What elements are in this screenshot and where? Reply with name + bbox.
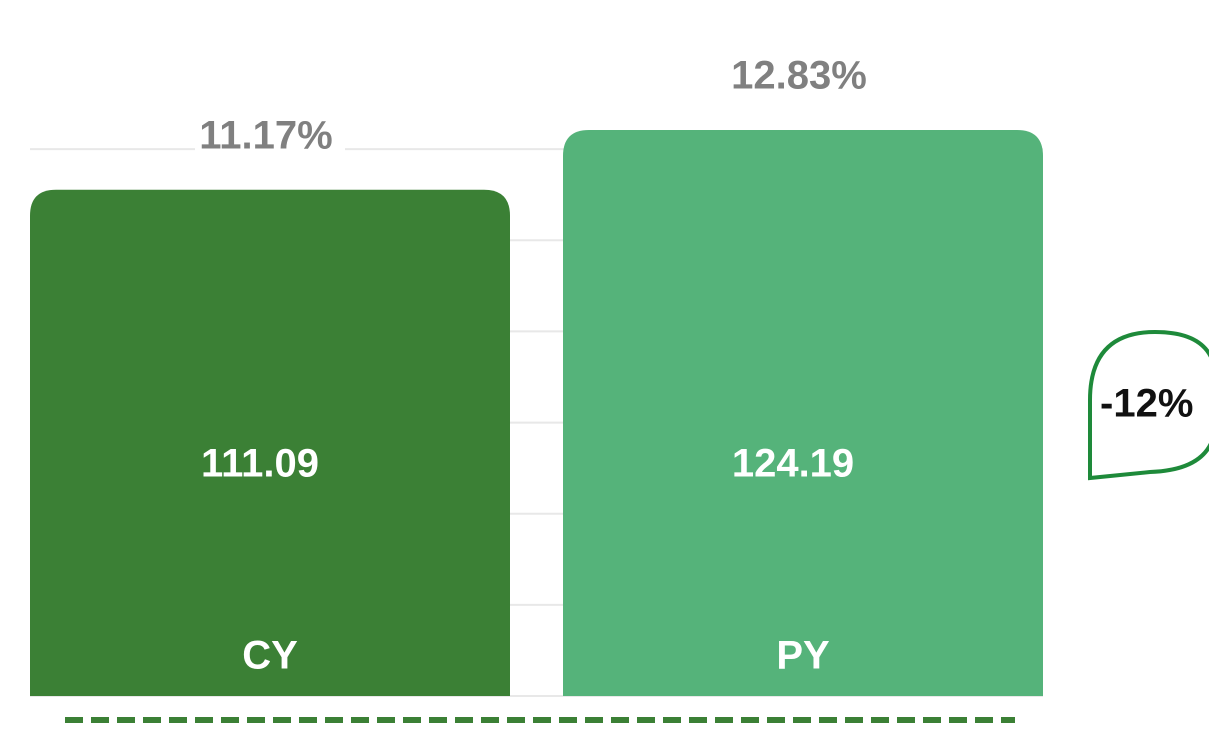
top-label: 12.83% bbox=[731, 54, 867, 98]
value-label: 124.19 bbox=[732, 442, 854, 486]
top-label: 11.17% bbox=[199, 113, 332, 157]
category-label: PY bbox=[776, 634, 830, 678]
bar bbox=[563, 130, 1043, 696]
top-label-bg bbox=[728, 53, 878, 104]
change-badge bbox=[1088, 329, 1209, 481]
value-label: 111.09 bbox=[201, 442, 319, 486]
bar bbox=[30, 189, 510, 696]
category-label: CY bbox=[242, 634, 298, 678]
change-label: -12% bbox=[1100, 382, 1193, 426]
top-label-bg bbox=[195, 112, 345, 163]
